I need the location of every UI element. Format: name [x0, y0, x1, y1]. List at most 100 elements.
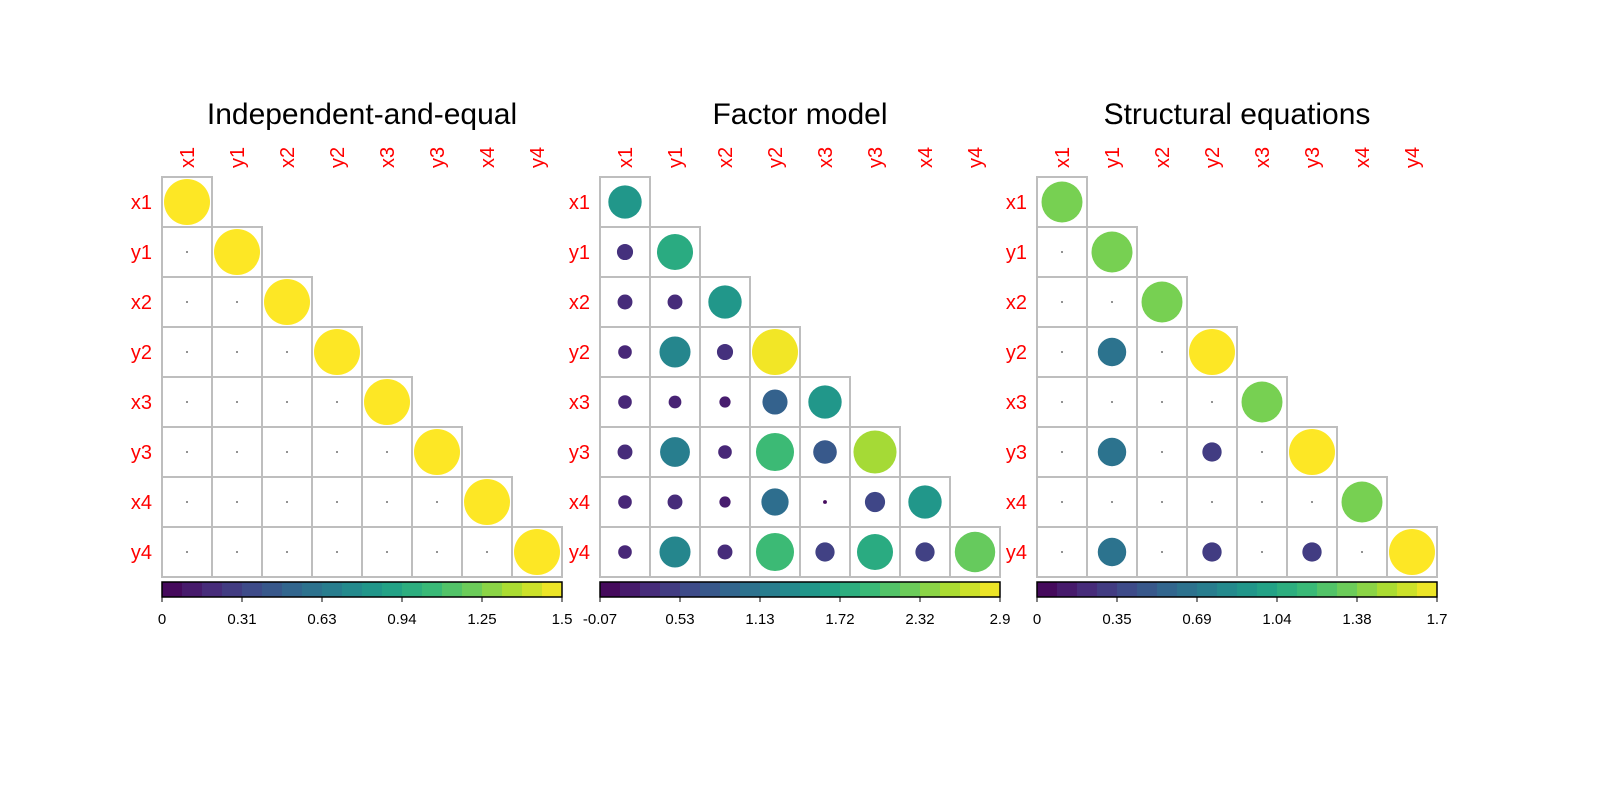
- panel-title: Factor model: [712, 98, 887, 131]
- cell-dot: [336, 451, 338, 453]
- cell-circle: [954, 531, 996, 573]
- cell-circle: [616, 243, 634, 261]
- cell-dot: [236, 301, 238, 303]
- cell-circle: [618, 495, 632, 509]
- column-label: x2: [277, 147, 299, 168]
- cell-dot: [486, 551, 488, 553]
- cell-circle: [1097, 537, 1127, 567]
- panel-title: Structural equations: [1104, 98, 1371, 131]
- colorbar-tick-label: 0.63: [307, 611, 336, 628]
- cell-dot: [236, 501, 238, 503]
- column-label: x4: [915, 147, 937, 168]
- cell-circle: [755, 432, 795, 472]
- colorbar-segment: [402, 582, 423, 597]
- cell-dot: [236, 551, 238, 553]
- colorbar-segment: [162, 582, 183, 597]
- row-label: y2: [1006, 342, 1027, 364]
- colorbar-segment: [1237, 582, 1258, 597]
- column-label: y4: [1402, 147, 1424, 168]
- colorbar-tick-label: 0.69: [1182, 611, 1211, 628]
- cell-circle: [314, 329, 360, 375]
- colorbar-segment: [700, 582, 721, 597]
- colorbar-segment: [502, 582, 523, 597]
- cell-dot: [1061, 351, 1063, 353]
- cell-circle: [808, 385, 842, 419]
- cell-dot: [1061, 401, 1063, 403]
- cell-circle: [716, 343, 734, 361]
- cell-dot: [186, 401, 188, 403]
- colorbar-segment: [960, 582, 981, 597]
- colorbar-segment: [382, 582, 403, 597]
- colorbar-tick-label: 0.35: [1102, 611, 1131, 628]
- colorbar-segment: [1417, 582, 1438, 597]
- cell-circle: [659, 536, 691, 568]
- colorbar-segment: [1217, 582, 1238, 597]
- cell-dot: [386, 551, 388, 553]
- column-label: y2: [327, 147, 349, 168]
- row-label: x2: [131, 292, 152, 314]
- row-label: y4: [569, 542, 590, 564]
- cell-circle: [659, 336, 691, 368]
- colorbar-tick-label: 0.31: [227, 611, 256, 628]
- row-label: x1: [569, 192, 590, 214]
- colorbar-segment: [542, 582, 563, 597]
- cell-dot: [1361, 551, 1363, 553]
- cell-circle: [1241, 381, 1283, 423]
- colorbar: 0 0.31 0.63 0.94 1.25 1.5: [158, 581, 572, 628]
- row-label: y1: [569, 242, 590, 264]
- colorbar-segment: [840, 582, 861, 597]
- cell-dot: [286, 351, 288, 353]
- cell-circle: [708, 285, 742, 319]
- cell-circle: [264, 279, 310, 325]
- grid-cell: [361, 526, 413, 578]
- cell-circle: [1341, 481, 1383, 523]
- column-label: x1: [177, 147, 199, 168]
- column-label: y3: [1302, 147, 1324, 168]
- row-label: x3: [131, 392, 152, 414]
- cell-circle: [618, 395, 632, 409]
- cell-dot: [1211, 501, 1213, 503]
- cell-dot: [1311, 501, 1313, 503]
- panels: Independent-and-equal x1 y1 x2 y2 x3 y3 x4 y4 x1 y…: [131, 98, 1448, 628]
- colorbar-tick-label: 1.7: [1427, 611, 1448, 628]
- cell-circle: [1389, 529, 1435, 575]
- column-label: x1: [1052, 147, 1074, 168]
- colorbar-segment: [342, 582, 363, 597]
- row-label: y3: [1006, 442, 1027, 464]
- column-label: y1: [1102, 147, 1124, 168]
- colorbar-segment: [182, 582, 203, 597]
- colorbar-segment: [1157, 582, 1178, 597]
- row-label: y1: [131, 242, 152, 264]
- colorbar-segment: [1317, 582, 1338, 597]
- cell-circle: [815, 542, 835, 562]
- colorbar-segment: [1077, 582, 1098, 597]
- cell-dot: [186, 301, 188, 303]
- cell-dot: [1161, 401, 1163, 403]
- column-label: x4: [1352, 147, 1374, 168]
- colorbar-segment: [282, 582, 303, 597]
- colorbar-segment: [600, 582, 621, 597]
- column-label: y1: [665, 147, 687, 168]
- cell-dot: [286, 451, 288, 453]
- cell-dot: [1261, 551, 1263, 553]
- colorbar-segment: [740, 582, 761, 597]
- colorbar-segment: [1357, 582, 1378, 597]
- cell-dot: [186, 501, 188, 503]
- cell-circle: [608, 185, 642, 219]
- cell-circle: [915, 542, 935, 562]
- cell-circle: [618, 345, 632, 359]
- cell-circle: [1202, 542, 1222, 562]
- cell-circle: [1302, 542, 1322, 562]
- row-label: y3: [569, 442, 590, 464]
- colorbar-tick-label: 1.72: [825, 611, 854, 628]
- colorbar: 0 0.35 0.69 1.04 1.38 1.7: [1033, 581, 1448, 628]
- colorbar-segment: [462, 582, 483, 597]
- cell-dot: [336, 551, 338, 553]
- colorbar-segment: [1397, 582, 1418, 597]
- panel-title: Independent-and-equal: [207, 98, 517, 131]
- cell-circle: [864, 491, 886, 513]
- row-label: x1: [1006, 192, 1027, 214]
- cell-dot: [236, 451, 238, 453]
- colorbar-segment: [1197, 582, 1218, 597]
